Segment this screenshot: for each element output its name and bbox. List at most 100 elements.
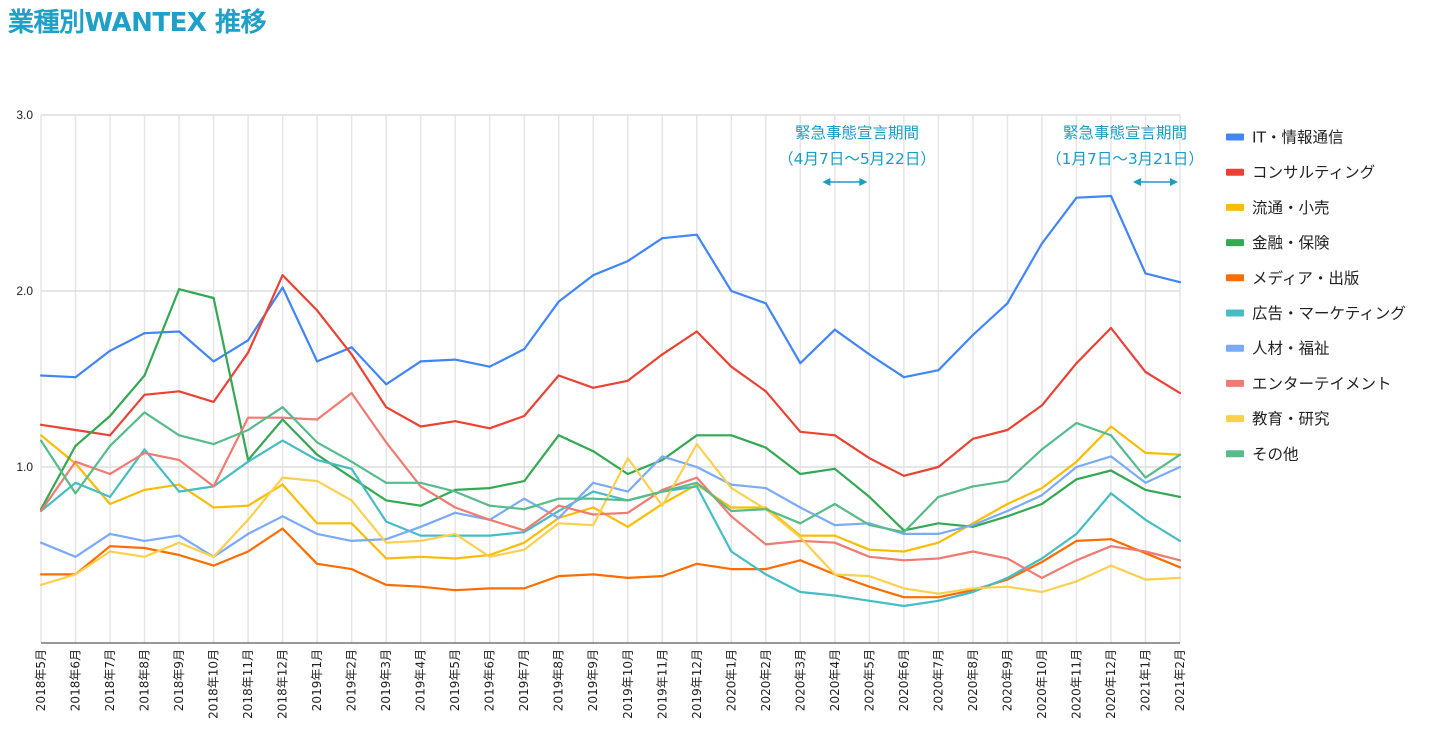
data-point: [557, 509, 560, 513]
data-point: [1075, 196, 1078, 199]
data-point: [695, 330, 698, 333]
data-point: [868, 555, 871, 558]
x-tick-label: 2018年12月: [276, 649, 290, 719]
legend-item[interactable]: コンサルティング: [1226, 164, 1375, 182]
data-point: [1075, 460, 1078, 463]
data-point: [695, 485, 698, 488]
data-point: [316, 309, 319, 312]
data-point: [177, 483, 181, 486]
data-point: [1144, 476, 1147, 479]
data-point: [557, 516, 560, 520]
legend-item[interactable]: 広告・マーケティング: [1226, 305, 1406, 323]
data-point: [108, 532, 112, 535]
data-point: [523, 497, 526, 500]
data-point: [730, 515, 733, 518]
data-point: [454, 532, 457, 535]
data-point: [1040, 502, 1044, 506]
legend-swatch: [1226, 133, 1244, 141]
data-point: [937, 596, 940, 599]
data-point: [937, 495, 940, 499]
data-point: [1144, 370, 1147, 374]
series-line: [40, 274, 1181, 477]
data-point: [902, 376, 905, 379]
data-point: [1006, 302, 1009, 305]
data-point: [557, 300, 560, 303]
y-tick-label: 3.0: [16, 108, 33, 122]
x-tick-label: 2020年9月: [1000, 649, 1014, 711]
data-point: [902, 604, 905, 608]
data-point: [557, 497, 560, 500]
data-point: [523, 541, 526, 544]
data-point: [1109, 434, 1113, 437]
legend-item[interactable]: 金融・保険: [1226, 234, 1330, 252]
data-point: [1075, 539, 1078, 543]
data-point: [971, 523, 975, 527]
data-point: [143, 393, 146, 396]
data-point: [108, 444, 112, 447]
data-point: [143, 332, 146, 335]
legend-item[interactable]: その他: [1226, 445, 1299, 463]
data-point: [108, 434, 112, 437]
annotation-title: 緊急事態宣言期間: [1063, 124, 1187, 142]
data-point: [799, 522, 802, 525]
data-point: [454, 511, 457, 514]
data-point: [1040, 590, 1044, 594]
data-point: [833, 594, 836, 597]
data-point: [1075, 465, 1078, 469]
data-point: [592, 274, 595, 277]
legend-item[interactable]: IT・情報通信: [1226, 129, 1344, 147]
data-point: [592, 523, 595, 527]
data-point: [454, 589, 457, 592]
data-point: [281, 274, 284, 277]
data-point: [108, 472, 112, 476]
legend-item[interactable]: メディア・出版: [1226, 268, 1359, 287]
data-point: [385, 541, 388, 544]
data-point: [246, 532, 250, 535]
data-point: [799, 536, 802, 539]
data-point: [350, 499, 353, 502]
data-point: [626, 379, 629, 382]
data-point: [764, 302, 767, 305]
data-point: [39, 509, 43, 513]
y-tick-label: 1.0: [16, 460, 33, 474]
annotation-dates: （4月7日〜5月22日）: [778, 150, 936, 168]
data-point: [1075, 580, 1078, 583]
data-point: [661, 458, 664, 462]
y-tick-label: 2.0: [16, 284, 33, 298]
data-point: [143, 488, 146, 491]
data-point: [419, 534, 422, 537]
legend-swatch: [1226, 203, 1244, 211]
legend-item[interactable]: 流通・小売: [1226, 199, 1330, 217]
data-point: [799, 472, 802, 476]
data-point: [454, 506, 457, 509]
data-point: [419, 585, 422, 588]
series-3: [39, 288, 1182, 532]
x-tick-label: 2019年6月: [483, 649, 497, 711]
data-point: [1109, 194, 1113, 198]
data-point: [1109, 455, 1113, 458]
data-point: [39, 439, 43, 442]
legend-item[interactable]: 教育・研究: [1226, 410, 1330, 428]
data-point: [350, 353, 353, 356]
data-point: [868, 575, 871, 578]
x-tick-label: 2018年9月: [172, 649, 186, 711]
data-point: [177, 390, 181, 393]
data-point: [212, 443, 215, 446]
x-tick-label: 2019年1月: [310, 649, 324, 711]
data-point: [177, 330, 181, 333]
data-point: [730, 550, 733, 553]
data-point: [1006, 585, 1009, 588]
data-point: [350, 467, 353, 470]
data-point: [868, 457, 871, 460]
legend: IT・情報通信コンサルティング流通・小売金融・保険メディア・出版広告・マーケティ…: [1226, 129, 1406, 463]
legend-item[interactable]: 人材・福祉: [1226, 340, 1330, 358]
data-point: [246, 518, 250, 521]
legend-item[interactable]: エンターテイメント: [1226, 375, 1392, 393]
data-point: [385, 481, 388, 484]
data-point: [833, 467, 836, 470]
data-point: [868, 495, 871, 499]
data-point: [661, 575, 664, 578]
data-point: [74, 481, 77, 484]
data-point: [1006, 515, 1009, 518]
data-point: [1075, 559, 1078, 562]
